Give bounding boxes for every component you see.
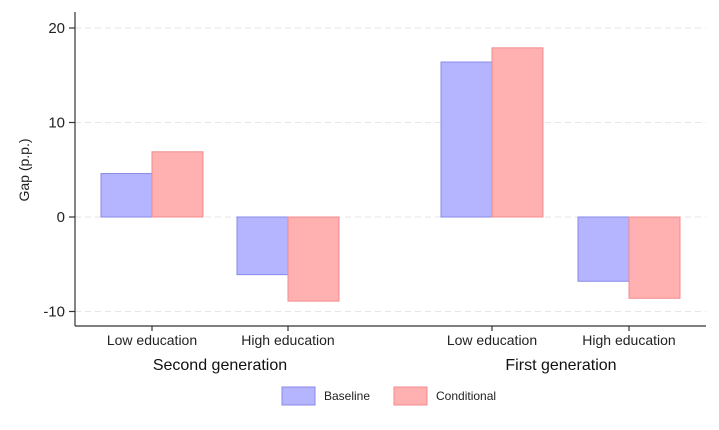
bar-conditional: [287, 216, 340, 302]
bar-baseline: [577, 216, 630, 282]
axes: [74, 12, 706, 327]
bar-conditional: [628, 216, 681, 299]
legend-label: Conditional: [436, 389, 496, 403]
category-labels: Low education High education Low education…: [107, 326, 676, 348]
bar-baseline: [236, 216, 289, 276]
bar-conditional: [151, 151, 204, 218]
category-label: High education: [241, 332, 334, 348]
legend: Baseline Conditional: [281, 386, 496, 406]
legend-swatch: [281, 386, 316, 406]
y-tick-label: -10: [43, 304, 65, 321]
bar-baseline: [100, 173, 153, 218]
group-labels: Second generation First generation: [153, 357, 617, 374]
bars: [100, 47, 681, 302]
legend-label: Baseline: [324, 389, 370, 403]
category-label: Low education: [447, 332, 537, 348]
bar-baseline: [440, 61, 493, 218]
y-axis-title: Gap (p.p.): [16, 138, 32, 201]
legend-swatch: [393, 386, 428, 406]
y-tick-label: 0: [57, 209, 65, 226]
category-label: Low education: [107, 332, 197, 348]
y-ticks: -10 0 10 20: [43, 20, 75, 321]
y-tick-label: 10: [48, 115, 65, 132]
category-label: High education: [582, 332, 675, 348]
y-tick-label: 20: [48, 20, 65, 37]
group-label: First generation: [505, 357, 616, 374]
bar-conditional: [491, 47, 544, 218]
group-label: Second generation: [153, 357, 287, 374]
